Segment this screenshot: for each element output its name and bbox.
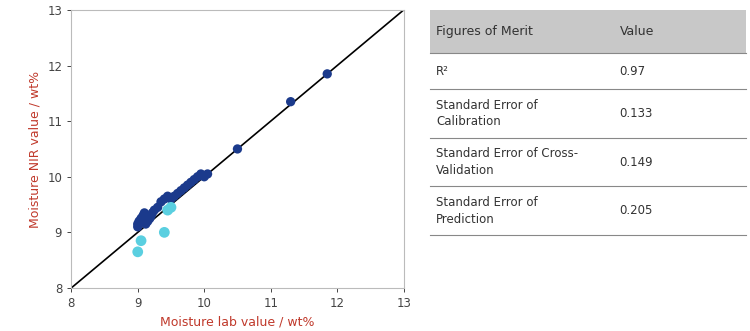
Bar (430, 186, 746, 235)
Y-axis label: Moisture NIR value / wt%: Moisture NIR value / wt% (28, 71, 42, 227)
Text: 0.149: 0.149 (620, 156, 653, 169)
Text: Standard Error of
Calibration: Standard Error of Calibration (436, 99, 538, 128)
Point (232, 146, 244, 152)
Text: 0.205: 0.205 (620, 204, 653, 217)
Point (139, 210, 151, 215)
Bar (430, 53, 746, 89)
Point (165, 205, 177, 210)
Text: 0.97: 0.97 (620, 65, 646, 77)
Bar (430, 89, 746, 138)
Point (152, 205, 164, 210)
Point (175, 188, 187, 193)
Point (191, 174, 203, 179)
X-axis label: Moisture lab value / wt%: Moisture lab value / wt% (160, 315, 315, 329)
Point (158, 230, 170, 235)
Point (132, 224, 144, 229)
Point (158, 196, 170, 202)
Point (202, 171, 214, 177)
Point (195, 171, 207, 177)
Text: R²: R² (436, 65, 448, 77)
Point (135, 238, 147, 243)
Bar (430, 10, 746, 53)
Point (132, 249, 144, 255)
Text: Figures of Merit: Figures of Merit (436, 25, 532, 38)
Point (135, 216, 147, 221)
Text: Standard Error of Cross-
Validation: Standard Error of Cross- Validation (436, 147, 578, 177)
Text: Value: Value (620, 25, 654, 38)
Point (162, 208, 174, 213)
Point (137, 213, 149, 218)
Point (285, 99, 297, 104)
Point (148, 208, 160, 213)
Point (133, 218, 145, 224)
Point (155, 199, 167, 205)
Point (182, 182, 194, 188)
Text: 0.133: 0.133 (620, 107, 653, 120)
Point (140, 221, 152, 227)
Point (132, 221, 144, 227)
Point (146, 210, 158, 215)
Point (144, 216, 156, 221)
Point (188, 177, 200, 182)
Point (168, 194, 180, 199)
Point (185, 180, 197, 185)
Point (145, 213, 157, 218)
Point (162, 194, 174, 199)
Bar (430, 138, 746, 186)
Text: Standard Error of
Prediction: Standard Error of Prediction (436, 196, 538, 225)
Point (172, 191, 184, 196)
Point (321, 71, 333, 76)
Point (198, 174, 210, 179)
Point (142, 218, 154, 224)
Point (165, 196, 177, 202)
Point (178, 185, 190, 191)
